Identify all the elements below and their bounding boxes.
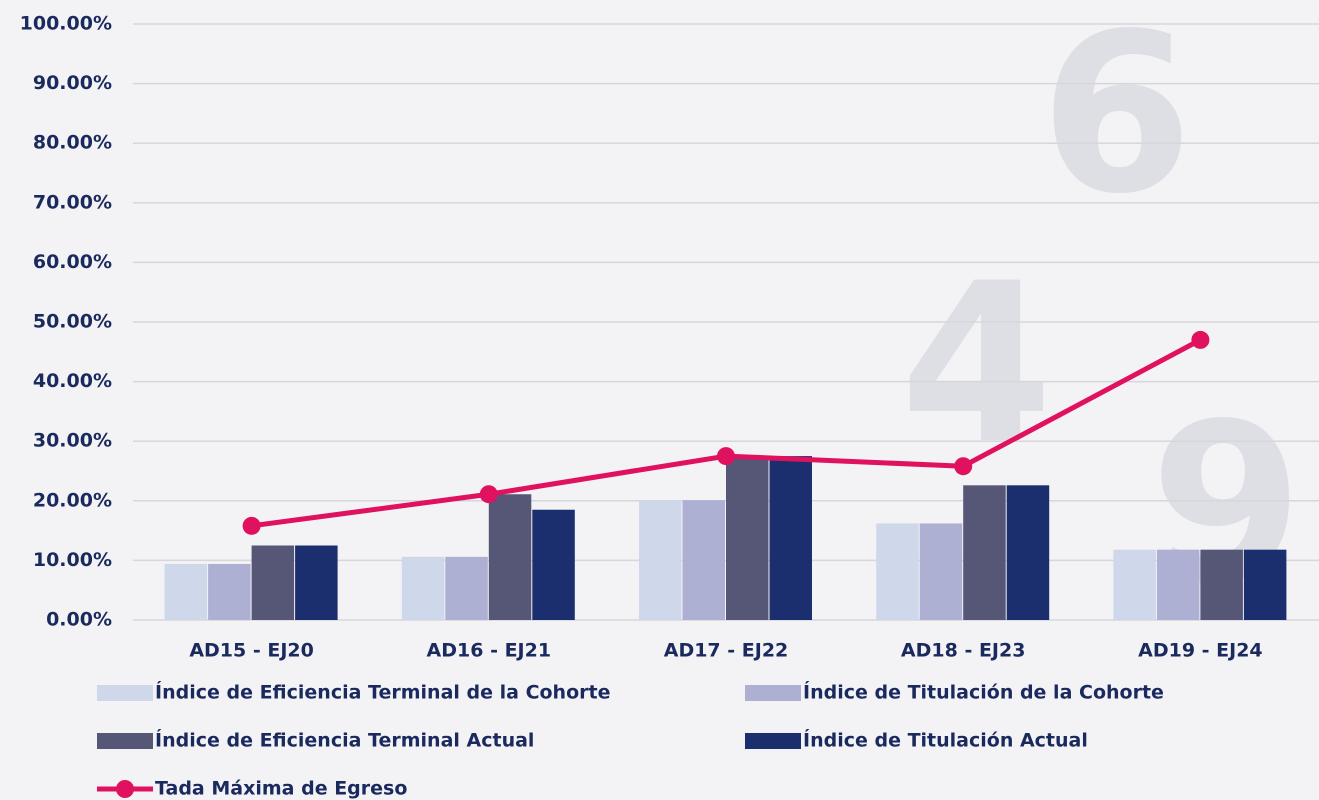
- legend-label: Índice de Titulación Actual: [803, 729, 1088, 752]
- y-tick-label: 50.00%: [33, 311, 112, 333]
- legend-label: Tada Máxima de Egreso: [155, 778, 407, 800]
- legend-marker: [116, 780, 134, 798]
- bar: [401, 556, 445, 620]
- y-tick-label: 90.00%: [33, 72, 112, 94]
- bar: [445, 556, 488, 620]
- line-point: [954, 457, 973, 476]
- y-tick-label: 0.00%: [46, 609, 112, 631]
- svg-text:4: 4: [900, 236, 1053, 492]
- y-tick-label: 60.00%: [33, 251, 112, 273]
- y-tick-label: 100.00%: [20, 13, 112, 35]
- line-point: [242, 516, 261, 535]
- bar: [639, 500, 682, 620]
- bar: [532, 509, 575, 620]
- bar: [1156, 549, 1200, 620]
- background-decor: 6 4 9: [900, 0, 1303, 632]
- bar: [1006, 485, 1050, 620]
- legend-label: Índice de Eficiencia Terminal Actual: [155, 729, 534, 752]
- y-tick-label: 30.00%: [33, 430, 112, 452]
- bar: [876, 523, 919, 620]
- bar: [726, 456, 769, 620]
- bar: [682, 500, 725, 620]
- x-tick-label: AD18 - EJ23: [901, 640, 1026, 662]
- bar: [1243, 549, 1287, 620]
- bar: [919, 523, 963, 620]
- bar: [295, 545, 338, 620]
- x-tick-label: AD16 - EJ21: [427, 640, 552, 662]
- bar: [963, 485, 1006, 620]
- x-tick-label: AD19 - EJ24: [1138, 640, 1263, 662]
- y-tick-label: 40.00%: [33, 370, 112, 392]
- legend-swatch: [97, 685, 153, 701]
- bar: [164, 563, 208, 620]
- svg-text:6: 6: [1040, 0, 1193, 242]
- y-tick-label: 20.00%: [33, 489, 112, 511]
- line-point: [1191, 330, 1210, 349]
- bar: [488, 494, 532, 620]
- bar: [1200, 549, 1243, 620]
- line-point: [479, 485, 498, 504]
- x-tick-label: AD15 - EJ20: [189, 640, 314, 662]
- bar: [251, 545, 295, 620]
- bar: [208, 563, 251, 620]
- legend-swatch: [745, 685, 801, 701]
- bar: [769, 456, 812, 620]
- x-tick-label: AD17 - EJ22: [664, 640, 789, 662]
- line-point: [717, 447, 735, 466]
- y-tick-label: 70.00%: [33, 191, 112, 213]
- legend-label: Índice de Eficiencia Terminal de la Coho…: [155, 681, 610, 704]
- legend-label: Índice de Titulación de la Cohorte: [803, 681, 1164, 704]
- y-tick-label: 80.00%: [33, 132, 112, 154]
- bar: [1113, 549, 1156, 620]
- legend-swatch: [97, 733, 153, 749]
- y-tick-label: 10.00%: [33, 549, 112, 571]
- legend-swatch: [745, 733, 801, 749]
